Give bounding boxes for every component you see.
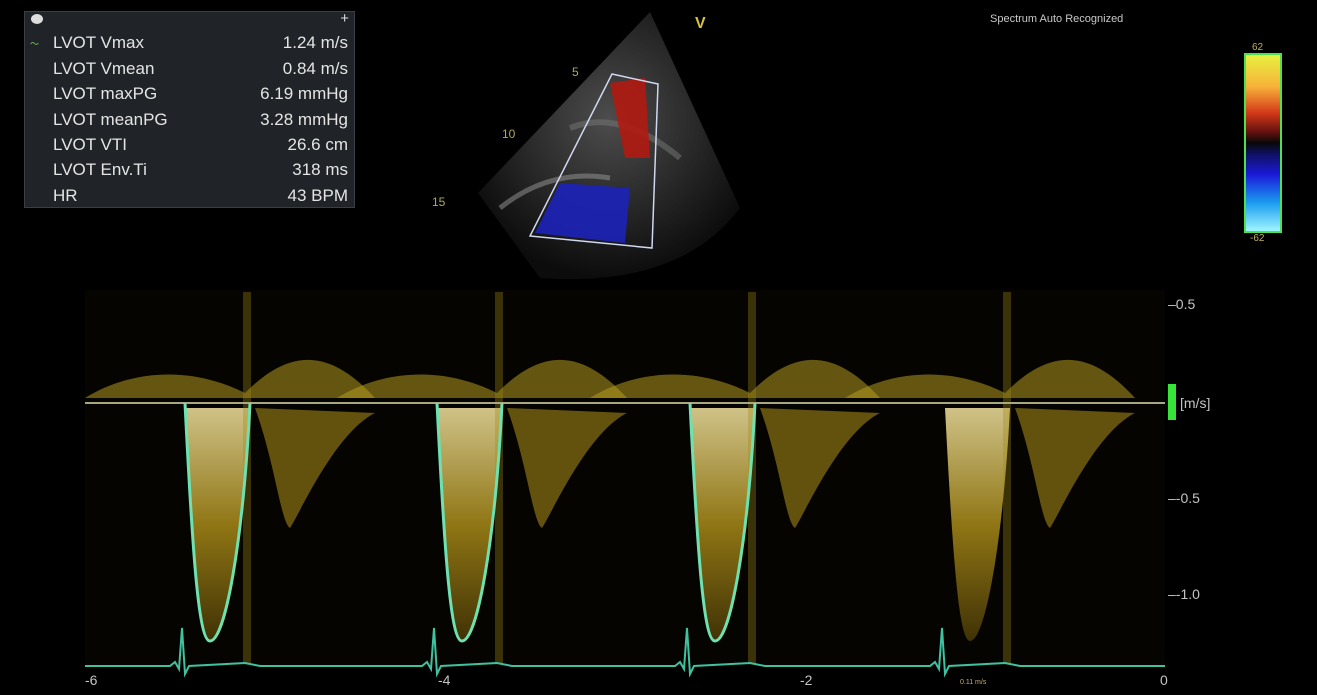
diastolic-flow-signal bbox=[1015, 408, 1135, 528]
color-box[interactable] bbox=[528, 73, 659, 249]
measurement-row[interactable]: LVOT VTI 26.6 cm bbox=[25, 133, 354, 158]
sector-fan bbox=[478, 12, 740, 280]
measurement-value: 3.28 mmHg bbox=[260, 110, 348, 129]
measurement-row[interactable]: LVOT Env.Ti 318 ms bbox=[25, 158, 354, 183]
depth-label: 10 bbox=[502, 127, 516, 141]
measurement-label: LVOT Vmean bbox=[53, 59, 155, 78]
reverse-flow-signal bbox=[845, 359, 1135, 398]
measurement-value: 318 ms bbox=[292, 160, 348, 179]
measurement-row[interactable]: LVOT Vmean 0.84 m/s bbox=[25, 57, 354, 82]
measurement-label: LVOT maxPG bbox=[53, 84, 158, 103]
measurement-row[interactable]: LVOT meanPG 3.28 mmHg bbox=[25, 108, 354, 133]
measurement-panel: + 〜 LVOT Vmax 1.24 m/s LVOT Vmean 0.84 m… bbox=[24, 10, 355, 209]
reverse-flow-signal bbox=[590, 359, 880, 398]
x-tick-label: 0 bbox=[1160, 672, 1168, 688]
systolic-flow-signal bbox=[690, 408, 755, 641]
panel-header: + bbox=[25, 10, 354, 29]
color-velocity-bar bbox=[1244, 53, 1282, 233]
y-tick-label: –0.5 bbox=[1168, 296, 1196, 312]
diastolic-flow-signal bbox=[760, 408, 880, 528]
systolic-flow-signal bbox=[945, 408, 1010, 641]
reverse-flow-signal bbox=[85, 359, 375, 398]
measurement-label: LVOT Vmax bbox=[53, 33, 145, 52]
visibility-icon[interactable] bbox=[31, 14, 43, 24]
color-flow-red bbox=[610, 78, 650, 158]
measurement-value: 1.24 m/s bbox=[282, 33, 348, 52]
diastolic-flow-signal bbox=[255, 408, 375, 528]
valve-click-artifact bbox=[243, 292, 251, 664]
valve-click-artifact bbox=[748, 292, 756, 664]
measurement-value: 6.19 mmHg bbox=[260, 84, 348, 103]
reverse-flow-signal bbox=[337, 359, 627, 398]
wall-echo bbox=[498, 173, 611, 210]
y-tick-label: –-1.0 bbox=[1168, 586, 1200, 602]
systolic-flow-signal bbox=[185, 408, 250, 641]
velocity-envelope-trace[interactable] bbox=[688, 402, 757, 643]
waveform-icon: 〜 bbox=[30, 39, 40, 49]
valve-click-artifact bbox=[1003, 292, 1011, 664]
velocity-envelope-trace[interactable] bbox=[435, 402, 504, 643]
colorbar-max-label: 62 bbox=[1252, 42, 1264, 53]
measurement-value: 43 BPM bbox=[287, 186, 348, 205]
depth-label: 15 bbox=[432, 195, 446, 209]
y-tick-label: –-0.5 bbox=[1168, 490, 1200, 506]
color-flow-blue bbox=[535, 183, 630, 243]
valve-click-artifact bbox=[495, 292, 503, 664]
measurement-value: 0.84 m/s bbox=[282, 59, 348, 78]
measurement-value: 26.6 cm bbox=[287, 135, 348, 154]
measurement-label: LVOT meanPG bbox=[53, 110, 168, 129]
orientation-marker: V bbox=[695, 15, 706, 32]
depth-label: 5 bbox=[572, 65, 579, 79]
diastolic-flow-signal bbox=[507, 408, 627, 528]
measurement-row[interactable]: HR 43 BPM bbox=[25, 184, 354, 209]
x-tick-label: -4 bbox=[438, 672, 451, 688]
measurement-label: HR bbox=[53, 186, 78, 205]
add-icon[interactable]: + bbox=[340, 10, 349, 27]
echo-sector-image[interactable]: 5 10 15 V bbox=[420, 8, 760, 288]
velocity-readout: 0.11 m/s bbox=[960, 679, 987, 686]
x-tick-label: -6 bbox=[85, 672, 98, 688]
measurement-row[interactable]: LVOT maxPG 6.19 mmHg bbox=[25, 82, 354, 107]
measurement-label: LVOT Env.Ti bbox=[53, 160, 147, 179]
x-tick-label: -2 bbox=[800, 672, 813, 688]
colorbar-min-label: -62 bbox=[1250, 233, 1265, 244]
measurement-label: LVOT VTI bbox=[53, 135, 128, 154]
measurement-row[interactable]: 〜 LVOT Vmax 1.24 m/s bbox=[25, 31, 354, 56]
ecg-trace bbox=[85, 627, 1165, 678]
auto-recognized-status: Spectrum Auto Recognized bbox=[990, 13, 1124, 25]
velocity-unit-label: [m/s] bbox=[1180, 395, 1211, 411]
velocity-envelope-trace[interactable] bbox=[183, 402, 252, 643]
systolic-flow-signal bbox=[437, 408, 502, 641]
baseline-handle[interactable] bbox=[1168, 384, 1176, 420]
